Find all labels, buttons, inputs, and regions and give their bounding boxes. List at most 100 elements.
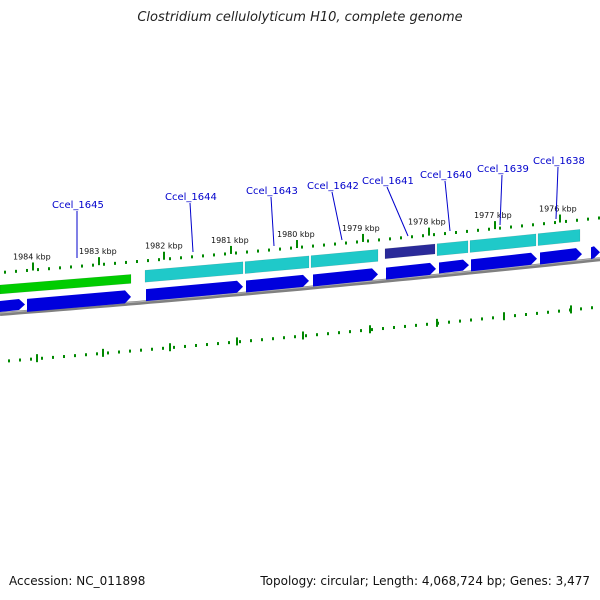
major-tick xyxy=(570,305,572,314)
major-tick xyxy=(36,354,38,363)
minor-tick xyxy=(272,337,274,341)
kbp-label: 1984 kbp xyxy=(13,252,51,261)
cds-arrow xyxy=(439,259,469,274)
minor-tick xyxy=(382,327,384,331)
minor-tick xyxy=(323,243,325,247)
major-tick xyxy=(436,318,438,327)
minor-tick xyxy=(598,216,600,220)
minor-tick xyxy=(26,268,28,272)
minor-tick xyxy=(510,225,512,229)
features-layer xyxy=(0,229,600,312)
minor-tick xyxy=(411,235,413,239)
minor-tick xyxy=(85,353,87,357)
minor-tick xyxy=(107,351,109,355)
minor-tick xyxy=(290,246,292,250)
minor-tick xyxy=(169,257,171,261)
minor-tick xyxy=(70,265,72,269)
minor-tick xyxy=(580,307,582,311)
minor-tick xyxy=(118,350,120,354)
kbp-label: 1981 kbp xyxy=(211,236,249,245)
gene-block xyxy=(537,229,581,246)
minor-tick xyxy=(206,343,208,347)
minor-tick xyxy=(301,245,303,249)
minor-tick xyxy=(48,267,50,271)
minor-tick xyxy=(521,224,523,228)
minor-tick xyxy=(525,313,527,317)
minor-tick xyxy=(63,355,65,359)
minor-tick xyxy=(261,338,263,342)
major-tick xyxy=(362,233,364,242)
kbp-label: 1976 kbp xyxy=(539,205,577,214)
minor-tick xyxy=(217,342,219,346)
minor-tick xyxy=(459,319,461,323)
minor-tick xyxy=(378,238,380,242)
major-tick xyxy=(302,331,304,340)
minor-tick xyxy=(576,218,578,222)
minor-tick xyxy=(312,244,314,248)
minor-tick xyxy=(140,348,142,352)
minor-tick xyxy=(345,241,347,245)
gene-leader-line xyxy=(270,196,275,247)
gene-label: Ccel_1642 xyxy=(307,181,359,192)
minor-tick xyxy=(37,268,39,272)
major-tick xyxy=(32,262,34,271)
minor-tick xyxy=(404,324,406,328)
minor-tick xyxy=(224,252,226,256)
gene-block xyxy=(0,274,132,295)
accession-label: Accession: NC_011898 xyxy=(9,574,146,588)
minor-tick xyxy=(481,317,483,321)
minor-tick xyxy=(591,306,593,310)
minor-tick xyxy=(565,219,567,223)
minor-tick xyxy=(136,260,138,264)
gene-label: Ccel_1641 xyxy=(362,176,414,187)
minor-tick xyxy=(316,333,318,337)
kbp-label: 1980 kbp xyxy=(277,230,315,239)
minor-tick xyxy=(246,250,248,254)
major-tick xyxy=(494,221,496,230)
cds-arrow xyxy=(313,268,378,287)
minor-tick xyxy=(268,248,270,252)
gene-block xyxy=(436,240,469,257)
minor-tick xyxy=(294,335,296,339)
major-tick xyxy=(163,251,165,260)
minor-tick xyxy=(279,247,281,251)
minor-tick xyxy=(356,240,358,244)
cds-arrow xyxy=(0,299,25,312)
major-tick xyxy=(369,325,371,334)
minor-tick xyxy=(129,349,131,353)
cds-arrow xyxy=(246,274,309,293)
cds-arrow xyxy=(540,248,582,265)
minor-tick xyxy=(213,253,215,257)
minor-tick xyxy=(334,242,336,246)
minor-tick xyxy=(151,347,153,351)
minor-tick xyxy=(239,340,241,344)
minor-tick xyxy=(202,254,204,258)
minor-tick xyxy=(74,354,76,358)
gene-block-selected xyxy=(384,243,436,260)
kbp-label: 1979 kbp xyxy=(342,224,380,233)
gene-block xyxy=(310,249,379,268)
minor-tick xyxy=(125,260,127,264)
minor-tick xyxy=(466,229,468,233)
cds-arrow xyxy=(386,262,436,280)
minor-tick xyxy=(389,237,391,241)
cds-arrow xyxy=(146,280,243,302)
minor-tick xyxy=(173,345,175,349)
minor-tick xyxy=(543,222,545,226)
minor-tick xyxy=(147,259,149,263)
minor-tick xyxy=(250,339,252,343)
minor-tick xyxy=(8,359,10,363)
minor-tick xyxy=(433,233,435,237)
gene-block xyxy=(244,255,310,274)
major-tick xyxy=(236,337,238,346)
minor-tick xyxy=(162,346,164,350)
minor-tick xyxy=(554,221,556,225)
minor-tick xyxy=(195,343,197,347)
kbp-label: 1983 kbp xyxy=(79,247,117,256)
minor-tick xyxy=(400,236,402,240)
minor-tick xyxy=(360,329,362,333)
gene-label: Ccel_1638 xyxy=(533,156,585,167)
minor-tick xyxy=(558,309,560,313)
minor-tick xyxy=(4,270,6,274)
